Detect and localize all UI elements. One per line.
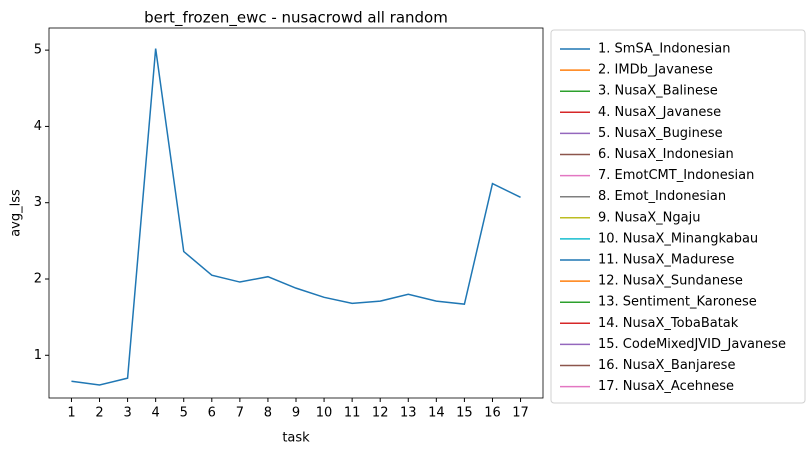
legend-label: 1. SmSA_Indonesian [598, 42, 730, 57]
legend-label: 8. Emot_Indonesian [598, 189, 726, 204]
y-tick-label: 1 [34, 348, 42, 363]
legend-label: 11. NusaX_Madurese [598, 253, 734, 268]
x-tick-label: 15 [456, 406, 473, 421]
chart-title: bert_frozen_ewc - nusacrowd all random [144, 9, 448, 28]
x-tick-label: 1 [67, 406, 75, 421]
x-tick-label: 4 [152, 406, 160, 421]
legend-box [550, 29, 806, 404]
legend-label: 14. NusaX_TobaBatak [598, 316, 739, 331]
plot-frame [48, 27, 544, 399]
legend-label: 7. EmotCMT_Indonesian [598, 168, 754, 183]
x-tick-label: 2 [95, 406, 103, 421]
x-tick-label: 13 [400, 406, 417, 421]
legend-label: 9. NusaX_Ngaju [598, 210, 700, 225]
y-tick-label: 2 [34, 271, 42, 286]
legend-label: 10. NusaX_Minangkabau [598, 231, 758, 246]
x-tick-label: 5 [180, 406, 188, 421]
x-tick-label: 16 [484, 406, 501, 421]
x-tick-label: 17 [512, 406, 529, 421]
x-tick-label: 11 [344, 406, 361, 421]
legend-label: 12. NusaX_Sundanese [598, 274, 743, 289]
series-line [71, 48, 521, 386]
legend-label: 13. Sentiment_Karonese [598, 295, 757, 310]
y-tick-label: 5 [34, 43, 42, 58]
x-tick-label: 10 [316, 406, 333, 421]
y-tick-label: 3 [34, 195, 42, 210]
x-tick-label: 12 [372, 406, 389, 421]
x-tick-label: 8 [264, 406, 272, 421]
legend-label: 2. IMDb_Javanese [598, 63, 713, 78]
y-tick-label: 4 [34, 119, 42, 134]
legend-label: 5. NusaX_Buginese [598, 126, 723, 141]
x-tick-label: 9 [292, 406, 300, 421]
legend-label: 17. NusaX_Acehnese [598, 379, 734, 394]
legend-label: 4. NusaX_Javanese [598, 105, 721, 120]
x-tick-label: 3 [123, 406, 131, 421]
x-tick-label: 6 [208, 406, 216, 421]
x-tick-label: 7 [236, 406, 244, 421]
x-tick-label: 14 [428, 406, 445, 421]
legend-label: 3. NusaX_Balinese [598, 84, 718, 99]
x-axis-label: task [282, 431, 310, 446]
legend-label: 16. NusaX_Banjarese [598, 358, 735, 373]
legend-label: 15. CodeMixedJVID_Javanese [598, 337, 786, 352]
y-axis-label: avg_lss [9, 189, 24, 237]
legend-label: 6. NusaX_Indonesian [598, 147, 734, 162]
